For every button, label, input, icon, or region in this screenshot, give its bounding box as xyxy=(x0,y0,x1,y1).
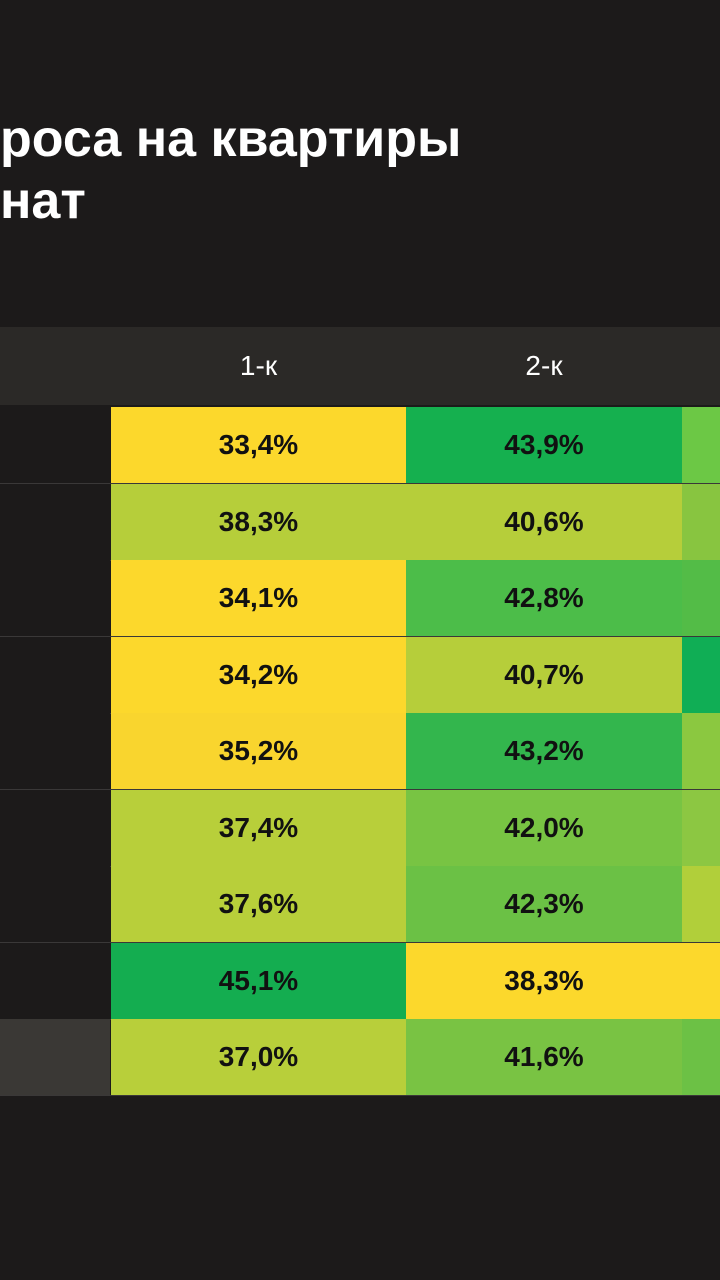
heatmap-cell-2-к: 41,6% xyxy=(406,1019,682,1095)
heatmap-cell-1-к: 34,2% xyxy=(111,637,406,713)
heatmap-cell-1-к: 35,2% xyxy=(111,713,406,789)
heatmap-cell-cropped xyxy=(682,866,720,942)
cell-value-label: 37,4% xyxy=(218,812,299,843)
title-line-2: нат xyxy=(0,172,86,230)
row-divider xyxy=(0,636,720,637)
heatmap-cell-cropped xyxy=(682,943,720,1019)
heatmap-cell-2-к: 43,9% xyxy=(406,407,682,483)
heatmap-cell-2-к: 40,7% xyxy=(406,637,682,713)
row-divider xyxy=(0,483,720,484)
cell-value-label: 34,2% xyxy=(218,659,299,690)
cell-value-label: 43,2% xyxy=(504,735,584,766)
heatmap-cell-2-к: 38,3% xyxy=(406,943,682,1019)
row-label-cell xyxy=(0,790,110,866)
column-header-2k: 2-к xyxy=(525,350,563,381)
column-header-1k: 1-к xyxy=(239,350,278,381)
cell-value-label: 43,9% xyxy=(504,429,584,460)
cell-value-label: 42,3% xyxy=(504,888,584,919)
heatmap-cell-1-к: 37,6% xyxy=(111,866,406,942)
cell-value-label: 38,3% xyxy=(504,965,584,996)
heatmap-cell-cropped xyxy=(682,560,720,636)
cell-value-label: 45,1% xyxy=(218,965,299,996)
chart-title: роса на квартиры нат xyxy=(0,108,461,232)
heatmap-cell-2-к: 42,0% xyxy=(406,790,682,866)
cell-value-label: 34,1% xyxy=(218,582,299,613)
cell-value-label: 40,6% xyxy=(504,506,584,537)
title-line-1: роса на квартиры xyxy=(0,110,462,168)
heatmap-cell-cropped xyxy=(682,790,720,866)
row-label-cell xyxy=(0,637,110,713)
heatmap-cell-1-к: 34,1% xyxy=(111,560,406,636)
cell-value-label: 37,6% xyxy=(218,888,299,919)
heatmap-cell-2-к: 42,3% xyxy=(406,866,682,942)
cell-value-label: 40,7% xyxy=(504,659,584,690)
heatmap-cell-1-к: 33,4% xyxy=(111,407,406,483)
heatmap-cell-cropped xyxy=(682,407,720,483)
cell-value-label: 33,4% xyxy=(218,429,299,460)
row-divider xyxy=(0,1095,720,1096)
row-divider xyxy=(0,942,720,943)
row-label-cell xyxy=(0,943,110,1019)
row-label-cell xyxy=(0,407,110,483)
row-label-cell xyxy=(0,484,110,560)
heatmap-cell-1-к: 37,0% xyxy=(111,1019,406,1095)
total-row-label-cell xyxy=(0,1019,110,1095)
heatmap-cell-1-к: 38,3% xyxy=(111,484,406,560)
heatmap-cell-1-к: 45,1% xyxy=(111,943,406,1019)
heatmap-cell-2-к: 42,8% xyxy=(406,560,682,636)
table-header xyxy=(0,327,720,405)
heatmap-cell-cropped xyxy=(682,637,720,713)
heatmap-cell-cropped xyxy=(682,484,720,560)
heatmap-cell-cropped xyxy=(682,1019,720,1095)
row-divider xyxy=(0,789,720,790)
cell-value-label: 42,0% xyxy=(504,812,584,843)
cell-value-label: 37,0% xyxy=(218,1041,299,1072)
cell-value-label: 41,6% xyxy=(504,1041,584,1072)
heatmap-cell-2-к: 43,2% xyxy=(406,713,682,789)
cell-value-label: 42,8% xyxy=(504,582,584,613)
row-label-cell xyxy=(0,713,110,789)
heatmap-cell-2-к: 40,6% xyxy=(406,484,682,560)
heatmap-cell-cropped xyxy=(682,713,720,789)
row-label-cell xyxy=(0,560,110,636)
cell-value-label: 38,3% xyxy=(218,506,299,537)
heatmap-cell-1-к: 37,4% xyxy=(111,790,406,866)
row-label-cell xyxy=(0,866,110,942)
cell-value-label: 35,2% xyxy=(218,735,299,766)
